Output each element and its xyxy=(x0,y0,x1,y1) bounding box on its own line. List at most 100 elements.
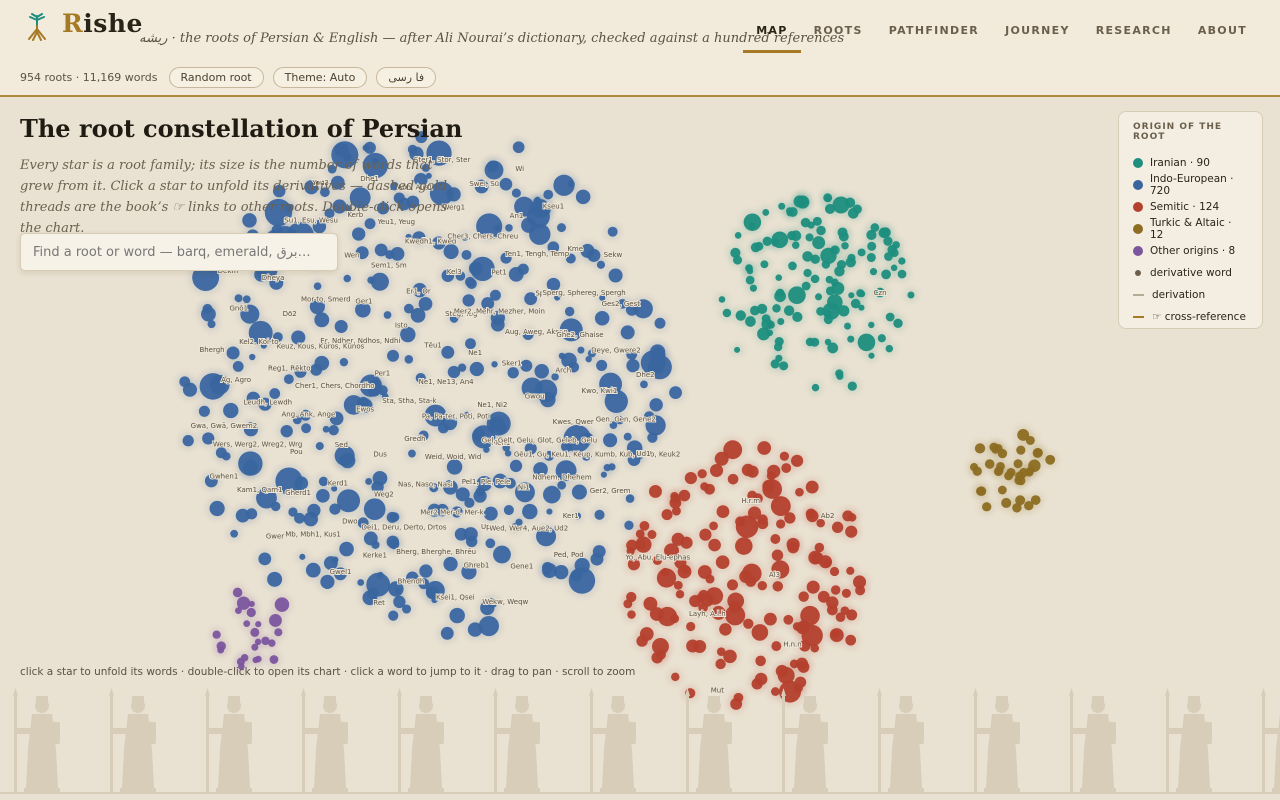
root-star[interactable] xyxy=(855,585,866,596)
root-star[interactable] xyxy=(827,342,839,354)
root-star[interactable] xyxy=(485,538,496,549)
root-star[interactable] xyxy=(783,614,794,625)
root-star[interactable] xyxy=(320,187,330,198)
root-label[interactable]: Ewos xyxy=(355,404,375,414)
root-star[interactable] xyxy=(982,502,992,512)
root-star[interactable] xyxy=(846,566,855,575)
root-star[interactable] xyxy=(709,521,718,531)
root-star[interactable] xyxy=(372,157,379,165)
root-star[interactable] xyxy=(481,297,495,311)
root-star[interactable] xyxy=(647,432,658,443)
root-label[interactable]: Ndhem, Dhehem xyxy=(531,473,593,483)
root-star[interactable] xyxy=(512,141,525,154)
root-star[interactable] xyxy=(365,478,373,485)
root-star[interactable] xyxy=(521,377,543,399)
root-star[interactable] xyxy=(217,646,225,654)
root-star[interactable] xyxy=(515,482,535,503)
root-star[interactable] xyxy=(234,294,243,303)
root-star[interactable] xyxy=(739,570,753,583)
root-star[interactable] xyxy=(408,449,416,458)
root-label[interactable]: Er, Ndher, Ndhos, Ndhi xyxy=(319,336,401,346)
root-star[interactable] xyxy=(777,317,785,326)
root-star[interactable] xyxy=(258,552,272,566)
root-label[interactable]: Ni1 xyxy=(517,482,531,492)
root-star[interactable] xyxy=(473,489,487,503)
root-label[interactable]: Su1, Esu, Wesu xyxy=(283,216,339,226)
root-star[interactable] xyxy=(790,230,802,242)
root-star[interactable] xyxy=(292,415,302,425)
root-star[interactable] xyxy=(626,539,638,552)
app-logo-text[interactable]: Rishe xyxy=(62,9,143,38)
root-label[interactable]: Ret xyxy=(372,598,386,608)
root-star[interactable] xyxy=(460,233,469,241)
root-star[interactable] xyxy=(841,242,849,250)
root-star[interactable] xyxy=(747,490,758,501)
root-star[interactable] xyxy=(425,172,432,179)
root-star[interactable] xyxy=(831,281,845,295)
root-star[interactable] xyxy=(824,310,832,318)
root-star[interactable] xyxy=(1012,503,1022,513)
root-star[interactable] xyxy=(441,345,455,359)
root-star[interactable] xyxy=(370,272,389,291)
root-label[interactable]: Bhendh xyxy=(397,577,426,587)
root-star[interactable] xyxy=(554,294,561,301)
root-label[interactable]: Dus xyxy=(372,449,388,459)
root-star[interactable] xyxy=(652,638,669,655)
root-star[interactable] xyxy=(520,359,533,372)
root-star[interactable] xyxy=(640,350,666,376)
root-star[interactable] xyxy=(261,636,270,646)
nav-map[interactable]: MAP xyxy=(743,18,801,53)
root-label[interactable]: Ger1 xyxy=(354,296,373,306)
root-star[interactable] xyxy=(761,318,773,330)
root-label[interactable]: Bherg, Bherghe, Bhrēu xyxy=(395,547,477,557)
root-star[interactable] xyxy=(582,452,591,461)
root-star[interactable] xyxy=(842,510,854,522)
root-star[interactable] xyxy=(503,505,514,516)
root-star[interactable] xyxy=(355,246,369,260)
root-label[interactable]: Pet1 xyxy=(490,267,507,277)
root-star[interactable] xyxy=(609,421,618,429)
root-label[interactable]: Wekw, Weqw xyxy=(481,597,529,607)
root-star[interactable] xyxy=(505,224,513,232)
root-star[interactable] xyxy=(684,471,697,485)
root-star[interactable] xyxy=(455,487,470,502)
root-star[interactable] xyxy=(418,297,433,311)
root-star[interactable] xyxy=(984,459,995,469)
root-star[interactable] xyxy=(563,424,592,453)
root-star[interactable] xyxy=(397,197,411,211)
root-star[interactable] xyxy=(303,511,319,527)
root-star[interactable] xyxy=(592,545,606,558)
root-star[interactable] xyxy=(534,363,549,379)
root-star[interactable] xyxy=(388,610,399,621)
root-star[interactable] xyxy=(627,610,636,619)
root-star[interactable] xyxy=(242,213,257,228)
root-star[interactable] xyxy=(869,268,878,276)
root-star[interactable] xyxy=(823,193,833,203)
root-star[interactable] xyxy=(230,529,239,538)
root-star[interactable] xyxy=(783,305,795,316)
root-label[interactable]: Weg2 xyxy=(373,489,395,499)
root-star[interactable] xyxy=(406,571,419,585)
root-label[interactable]: Kseu1 xyxy=(542,201,565,211)
root-star[interactable] xyxy=(771,560,790,579)
root-star[interactable] xyxy=(750,305,760,316)
root-star[interactable] xyxy=(777,666,795,684)
root-star[interactable] xyxy=(603,464,611,472)
root-star[interactable] xyxy=(1032,448,1043,458)
root-label[interactable]: Reg1, Rēkto xyxy=(267,364,311,374)
root-label[interactable]: Pa, Pa-ter, Poti, Poti xyxy=(421,411,491,421)
root-star[interactable] xyxy=(762,479,775,493)
root-star[interactable] xyxy=(845,634,857,646)
root-star[interactable] xyxy=(285,203,294,213)
root-star[interactable] xyxy=(772,304,781,313)
root-star[interactable] xyxy=(443,244,459,260)
root-star[interactable] xyxy=(652,555,663,566)
root-star[interactable] xyxy=(762,209,770,216)
root-star[interactable] xyxy=(824,338,832,346)
root-star[interactable] xyxy=(848,292,855,299)
root-star[interactable] xyxy=(251,643,259,651)
root-star[interactable] xyxy=(607,226,618,237)
root-star[interactable] xyxy=(974,443,986,454)
root-star[interactable] xyxy=(305,562,321,578)
root-star[interactable] xyxy=(1001,497,1012,509)
